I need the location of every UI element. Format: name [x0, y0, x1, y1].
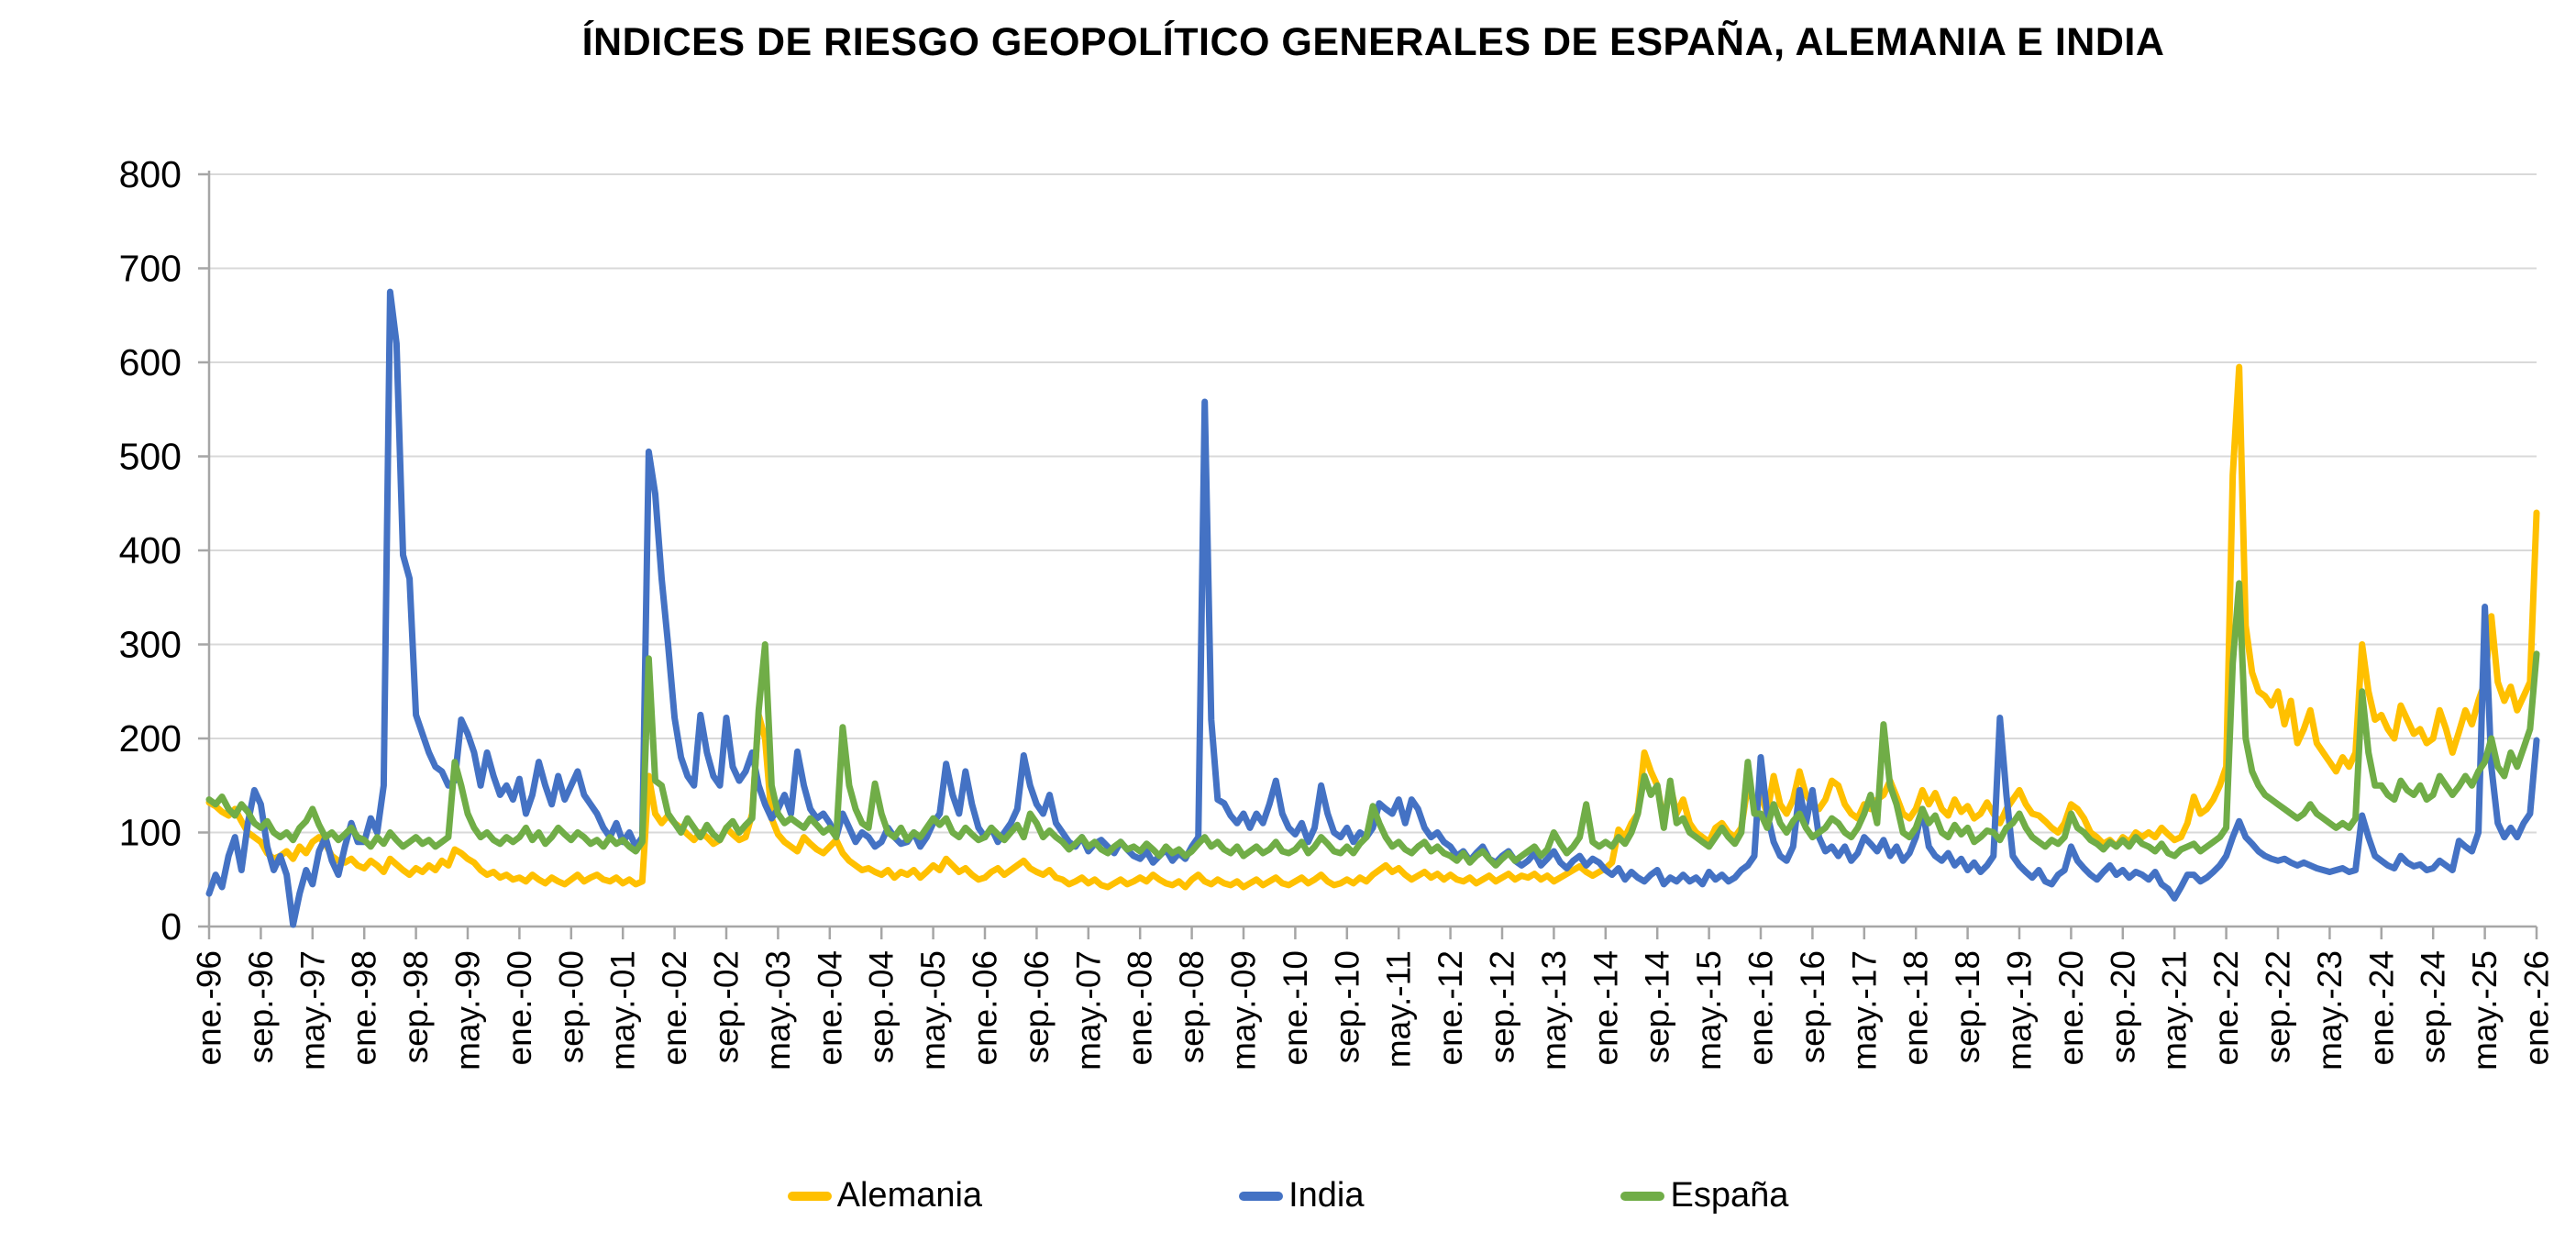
x-tick-label: ene.-18: [1897, 950, 1935, 1066]
y-tick-label: 800: [119, 153, 182, 195]
x-tick-label: may.-99: [449, 950, 487, 1071]
y-tick-label: 300: [119, 624, 182, 666]
series-line-alemania: [205, 363, 2540, 891]
x-tick-label: may.-21: [2156, 950, 2194, 1071]
x-tick-label: ene.-14: [1587, 950, 1624, 1066]
legend-label-india: India: [1288, 1176, 1365, 1215]
legend-item-india: India: [1239, 1176, 1364, 1215]
legend-label-espana: España: [1670, 1176, 1789, 1215]
x-tick-label: sep.-14: [1639, 950, 1676, 1063]
x-tick-label: ene.-24: [2362, 950, 2400, 1066]
x-tick-label: ene.-08: [1122, 950, 1159, 1066]
x-tick-label: sep.-02: [708, 950, 746, 1063]
x-tick-label: may.-09: [1225, 950, 1263, 1071]
x-tick-label: may.-01: [604, 950, 642, 1071]
x-tick-label: sep.-24: [2415, 950, 2452, 1063]
x-tick-label: sep.-22: [2260, 950, 2297, 1063]
x-tick-label: sep.-04: [863, 950, 901, 1063]
x-tick-label: ene.-06: [967, 950, 1004, 1066]
y-tick-label: 400: [119, 529, 182, 572]
x-tick-label: ene.-26: [2518, 950, 2556, 1066]
x-tick-label: may.-03: [759, 950, 797, 1071]
y-tick-label: 500: [119, 436, 182, 478]
x-tick-label: may.-13: [1535, 950, 1573, 1071]
alemania-line-swatch-icon: [787, 1191, 832, 1201]
x-tick-label: ene.-10: [1277, 950, 1314, 1066]
x-tick-label: may.-19: [2001, 950, 2039, 1071]
x-tick-label: ene.-04: [811, 950, 848, 1066]
x-tick-label: ene.-12: [1432, 950, 1469, 1066]
x-tick-label: may.-25: [2466, 950, 2504, 1071]
x-tick-label: ene.-20: [2052, 950, 2090, 1066]
chart-legend: Alemania India España: [0, 1176, 2576, 1215]
x-tick-label: sep.-98: [397, 950, 435, 1063]
x-tick-label: ene.-96: [191, 950, 228, 1066]
y-tick-label: 0: [160, 905, 182, 948]
x-tick-label: sep.-16: [1794, 950, 1831, 1063]
series-line-españa: [205, 580, 2540, 869]
india-line-swatch-icon: [1239, 1191, 1284, 1201]
x-tick-label: may.-23: [2311, 950, 2349, 1071]
x-tick-label: may.-15: [1690, 950, 1728, 1071]
x-tick-label: ene.-00: [501, 950, 538, 1066]
x-tick-label: sep.-18: [1949, 950, 1986, 1063]
x-tick-label: sep.-08: [1173, 950, 1211, 1063]
x-tick-label: may.-11: [1380, 950, 1418, 1068]
x-tick-label: sep.-20: [2104, 950, 2141, 1063]
x-tick-label: may.-17: [1845, 950, 1883, 1071]
y-tick-label: 600: [119, 341, 182, 383]
x-tick-label: ene.-22: [2207, 950, 2245, 1066]
x-tick-label: may.-07: [1069, 950, 1107, 1071]
x-tick-label: may.-97: [293, 950, 331, 1071]
legend-item-espana: España: [1620, 1176, 1788, 1215]
x-tick-label: ene.-02: [656, 950, 693, 1066]
x-tick-label: sep.-10: [1328, 950, 1365, 1063]
chart-title: ÍNDICES DE RIESGO GEOPOLÍTICO GENERALES …: [581, 20, 2165, 64]
series-line-india: [205, 288, 2540, 928]
legend-item-alemania: Alemania: [787, 1176, 983, 1215]
x-tick-label: sep.-12: [1484, 950, 1521, 1063]
x-tick-label: sep.-96: [242, 950, 280, 1063]
y-tick-label: 100: [119, 812, 182, 854]
legend-label-alemania: Alemania: [836, 1176, 983, 1215]
x-tick-label: may.-05: [914, 950, 952, 1071]
x-tick-label: ene.-98: [346, 950, 383, 1066]
espana-line-swatch-icon: [1620, 1191, 1665, 1201]
y-tick-label: 200: [119, 717, 182, 760]
x-tick-label: sep.-06: [1018, 950, 1056, 1063]
x-tick-label: sep.-00: [552, 950, 590, 1063]
x-tick-label: ene.-16: [1742, 950, 1780, 1066]
y-tick-label: 700: [119, 248, 182, 290]
